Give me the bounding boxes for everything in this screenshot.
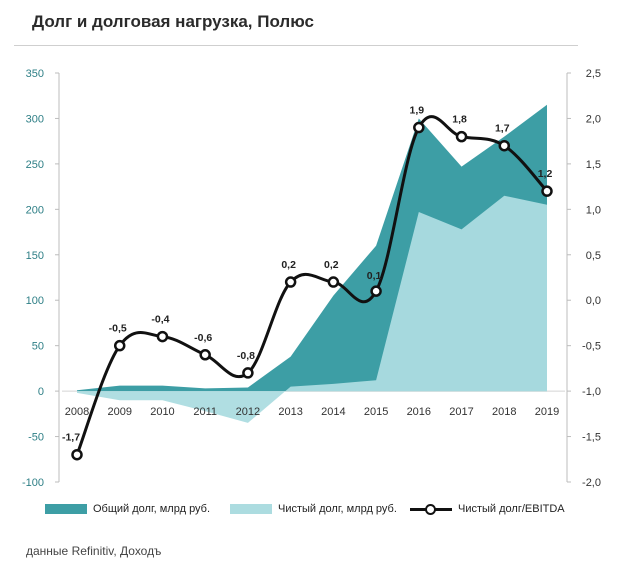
chart-area: 350 300 250 200 150 100 50 0 -50 -100 2,5 2,0 1,5 1,0… bbox=[22, 68, 601, 489]
ratio-point bbox=[455, 130, 468, 143]
legend-label-ratio: Чистый долг/EBITDA bbox=[458, 503, 565, 515]
x-tick-label: 2014 bbox=[321, 406, 345, 418]
chart-title: Долг и долговая нагрузка, Полюс bbox=[32, 12, 314, 31]
right-axis-tick-label: 2,5 bbox=[586, 68, 601, 80]
right-axis-tick-label: 2,0 bbox=[586, 113, 601, 125]
ratio-data-label: -0,4 bbox=[151, 314, 169, 326]
ratio-data-label: 0,2 bbox=[324, 259, 339, 271]
legend-item-total-debt: Общий долг, млрд руб. bbox=[45, 503, 210, 515]
left-axis-tick-label: 200 bbox=[26, 204, 44, 216]
area-net-debt bbox=[77, 195, 547, 423]
left-axis-tick-label: -50 bbox=[28, 432, 44, 444]
left-axis-tick-label: 300 bbox=[26, 113, 44, 125]
x-tick-label: 2011 bbox=[193, 406, 217, 418]
x-tick-label: 2008 bbox=[65, 406, 89, 418]
x-tick-label: 2017 bbox=[449, 406, 473, 418]
legend: Общий долг, млрд руб. Чистый долг, млрд … bbox=[0, 503, 627, 523]
ratio-data-label: 1,2 bbox=[538, 168, 553, 180]
right-axis-tick-label: 0,5 bbox=[586, 250, 601, 262]
left-axis-tick-label: 350 bbox=[26, 68, 44, 80]
legend-label-net-debt: Чистый долг, млрд руб. bbox=[278, 503, 397, 515]
x-tick-label: 2009 bbox=[107, 406, 131, 418]
ratio-data-label: -0,6 bbox=[194, 332, 212, 344]
ratio-data-label: 0,2 bbox=[281, 259, 296, 271]
ratio-data-label: 1,7 bbox=[495, 123, 510, 135]
ratio-data-label: 1,8 bbox=[452, 114, 467, 126]
ratio-point bbox=[541, 185, 553, 197]
left-axis-tick-label: 250 bbox=[26, 159, 44, 171]
legend-swatch-net-debt bbox=[230, 504, 272, 514]
ratio-point bbox=[199, 349, 211, 361]
x-tick-label: 2019 bbox=[535, 406, 559, 418]
legend-item-net-debt: Чистый долг, млрд руб. bbox=[230, 503, 397, 515]
ratio-data-label: 1,9 bbox=[410, 105, 425, 117]
ratio-point bbox=[413, 121, 425, 134]
x-tick-label: 2018 bbox=[492, 406, 516, 418]
ratio-point bbox=[156, 330, 169, 343]
left-axis-tick-label: 150 bbox=[26, 250, 44, 262]
ratio-point bbox=[327, 276, 340, 288]
legend-label-total-debt: Общий долг, млрд руб. bbox=[93, 503, 211, 515]
title-divider bbox=[14, 45, 578, 46]
ratio-data-label: -1,7 bbox=[62, 432, 80, 444]
ratio-data-label: -0,8 bbox=[237, 350, 255, 362]
left-axis-tick-label: -100 bbox=[22, 477, 44, 489]
ratio-point bbox=[370, 285, 382, 297]
ratio-point bbox=[242, 367, 254, 379]
right-axis-tick-label: 0,0 bbox=[586, 295, 601, 307]
right-axis-tick-label: -1,0 bbox=[582, 386, 601, 398]
x-tick-label: 2012 bbox=[236, 406, 260, 418]
x-tick-label: 2016 bbox=[407, 406, 431, 418]
right-axis-tick-label: 1,5 bbox=[586, 159, 601, 171]
ratio-data-label: 0,1 bbox=[367, 270, 382, 282]
source-note: данные Refinitiv, Доходъ bbox=[26, 544, 162, 558]
left-axis-tick-label: 50 bbox=[32, 341, 44, 353]
left-axis-tick-label: 0 bbox=[38, 386, 44, 398]
ratio-point bbox=[498, 139, 511, 152]
right-axis-tick-label: -1,5 bbox=[582, 432, 601, 444]
right-axis-tick-label: -2,0 bbox=[582, 477, 601, 489]
ratio-point bbox=[113, 339, 126, 352]
x-tick-label: 2015 bbox=[364, 406, 388, 418]
right-axis-tick-label: -0,5 bbox=[582, 341, 601, 353]
x-tick-label: 2013 bbox=[278, 406, 302, 418]
ratio-point bbox=[284, 276, 297, 288]
legend-swatch-total-debt bbox=[45, 504, 87, 514]
left-axis-tick-label: 100 bbox=[26, 295, 44, 307]
right-axis-tick-label: 1,0 bbox=[586, 204, 601, 216]
x-tick-label: 2010 bbox=[150, 406, 174, 418]
ratio-point bbox=[71, 448, 83, 461]
ratio-data-label: -0,5 bbox=[109, 323, 127, 335]
legend-marker-ratio bbox=[410, 503, 452, 515]
legend-item-ratio: Чистый долг/EBITDA bbox=[410, 503, 565, 515]
